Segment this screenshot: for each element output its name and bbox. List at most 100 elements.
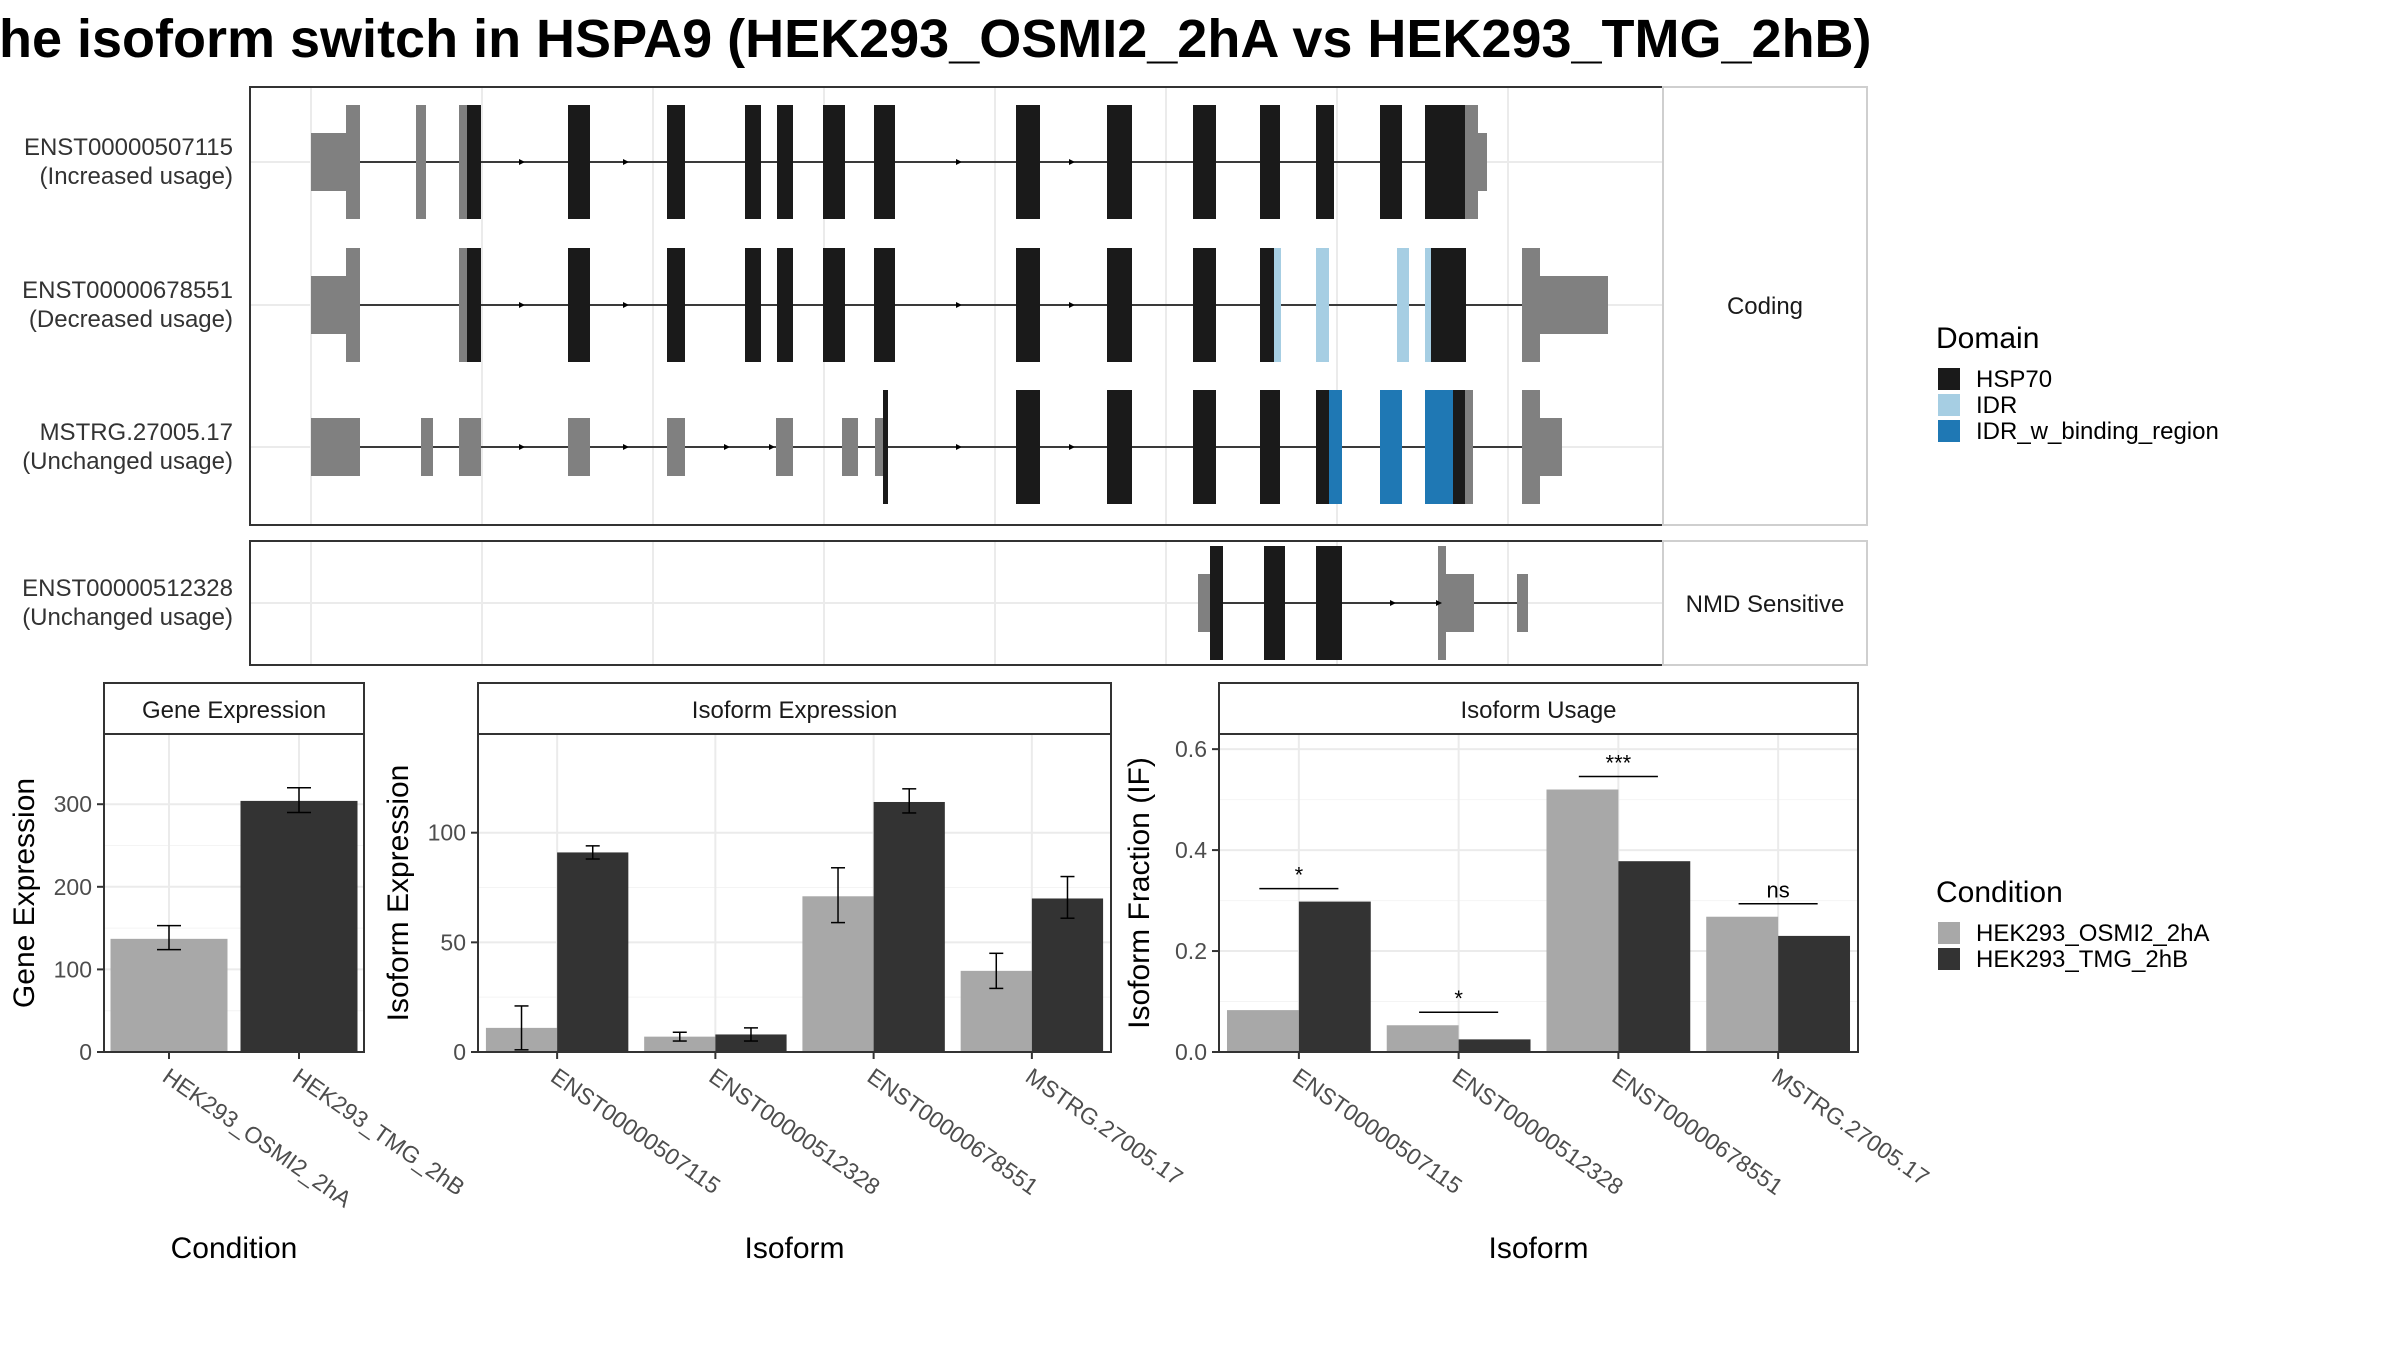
- bar: [1618, 861, 1691, 1052]
- exon-block: [883, 390, 888, 504]
- significance-label: ns: [1767, 878, 1790, 903]
- exon-block: [568, 105, 590, 219]
- bar: [557, 852, 629, 1052]
- exon-block: [1260, 105, 1280, 219]
- significance-label: *: [1295, 863, 1304, 888]
- strand-arrow: [1069, 302, 1075, 308]
- exon-block: [1193, 390, 1216, 504]
- domain-legend-title: Domain: [1936, 322, 2039, 355]
- exon-block: [777, 248, 793, 362]
- exon-block: [1260, 248, 1274, 362]
- exon-block: [1453, 390, 1465, 504]
- bar: [715, 1034, 787, 1052]
- y-tick-label: 300: [54, 791, 92, 817]
- exon-block: [346, 105, 360, 219]
- exon-block: [346, 248, 360, 362]
- x-tick-label: MSTRG.27005.17: [1767, 1063, 1934, 1191]
- exon-block: [1397, 248, 1409, 362]
- panel-strip-title: Isoform Usage: [1460, 697, 1616, 724]
- y-axis-title: Gene Expression: [8, 778, 41, 1008]
- exon-block: [1329, 390, 1342, 504]
- facet-label-coding: Coding: [1727, 293, 1803, 320]
- strand-arrow: [956, 302, 962, 308]
- bar: [1778, 935, 1851, 1052]
- bar: [1226, 1010, 1299, 1052]
- exon-block: [459, 418, 481, 476]
- panel-border: [477, 733, 1112, 1053]
- y-tick-label: 0.4: [1175, 837, 1207, 863]
- facet-strip-nmd: [1662, 540, 1868, 666]
- bar: [1031, 898, 1104, 1052]
- exon-block: [1465, 105, 1478, 219]
- exon-block: [459, 105, 467, 219]
- panel-strip: [1218, 682, 1859, 735]
- exon-block: [416, 105, 426, 219]
- exon-block: [311, 133, 346, 191]
- x-axis-title: Condition: [171, 1232, 298, 1265]
- isoform-id-label: MSTRG.27005.17: [40, 419, 233, 446]
- exon-block: [745, 248, 761, 362]
- strand-arrow: [1069, 159, 1075, 165]
- exon-block: [1316, 248, 1329, 362]
- domain-legend-swatch: [1938, 420, 1960, 442]
- exon-block: [1107, 105, 1132, 219]
- strand-arrow: [623, 302, 629, 308]
- x-tick-label: ENST00000507115: [1288, 1063, 1467, 1199]
- panel-border: [1218, 733, 1859, 1053]
- condition-legend-title: Condition: [1936, 876, 2063, 909]
- exon-block: [1316, 546, 1342, 660]
- condition-legend-label: HEK293_OSMI2_2hA: [1976, 920, 2209, 947]
- exon-block: [467, 248, 481, 362]
- significance-label: *: [1454, 986, 1463, 1011]
- domain-legend-label: IDR: [1976, 392, 2017, 419]
- domain-legend-swatch: [1938, 368, 1960, 390]
- bar: [1546, 789, 1619, 1052]
- exon-block: [776, 418, 793, 476]
- exon-block: [1380, 105, 1402, 219]
- strand-arrow: [519, 444, 525, 450]
- exon-block: [745, 105, 761, 219]
- strand-arrow: [724, 444, 730, 450]
- exon-block: [1210, 546, 1223, 660]
- exon-block: [1193, 105, 1216, 219]
- y-tick-label: 100: [428, 820, 466, 846]
- exon-block: [421, 418, 433, 476]
- panel-strip-title: Gene Expression: [142, 697, 326, 724]
- x-tick-label: ENST00000678551: [1608, 1063, 1788, 1200]
- exon-block: [1425, 105, 1465, 219]
- facet-strip-coding: [1662, 86, 1868, 526]
- exon-block: [568, 418, 590, 476]
- exon-block: [1016, 390, 1040, 504]
- y-tick-label: 200: [54, 874, 92, 900]
- bar: [110, 938, 228, 1052]
- x-tick-label: ENST00000507115: [546, 1063, 725, 1199]
- exon-block: [1522, 390, 1540, 504]
- y-tick-label: 50: [440, 929, 466, 955]
- x-tick-label: ENST00000678551: [863, 1063, 1043, 1200]
- exon-block: [1316, 390, 1329, 504]
- exon-block: [777, 105, 793, 219]
- significance-label: ***: [1606, 751, 1632, 776]
- x-axis-title: Isoform: [744, 1232, 844, 1265]
- strand-arrow: [519, 302, 525, 308]
- x-tick-label: ENST00000512328: [705, 1063, 885, 1200]
- bar: [1458, 1039, 1531, 1052]
- isoform-id-label: ENST00000512328: [22, 575, 233, 602]
- strand-arrow: [623, 159, 629, 165]
- exon-block: [823, 248, 845, 362]
- y-tick-label: 0: [79, 1039, 92, 1065]
- panel-strip: [103, 682, 365, 735]
- y-axis-title: Isoform Fraction (IF): [1123, 757, 1156, 1029]
- condition-legend-swatch: [1938, 948, 1960, 970]
- bar: [644, 1036, 716, 1052]
- figure-title: The isoform switch in HSPA9 (HEK293_OSMI…: [0, 9, 1872, 69]
- exon-block: [568, 248, 590, 362]
- exon-block: [1425, 248, 1431, 362]
- exon-block: [842, 418, 858, 476]
- bar: [1386, 1025, 1459, 1052]
- strand-arrow: [623, 444, 629, 450]
- exon-block: [311, 418, 360, 476]
- strand-arrow: [956, 444, 962, 450]
- condition-legend-label: HEK293_TMG_2hB: [1976, 946, 2188, 973]
